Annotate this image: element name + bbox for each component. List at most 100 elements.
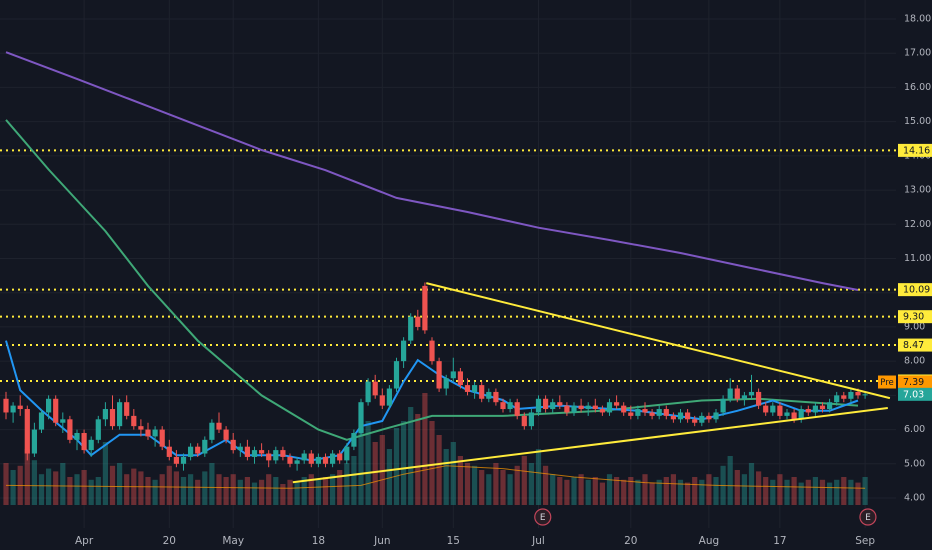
volume-bar	[88, 479, 94, 505]
volume-bar	[46, 468, 52, 505]
volume-bar	[685, 482, 691, 505]
candle-body	[862, 394, 868, 396]
volume-bar	[152, 479, 158, 505]
volume-bar	[124, 474, 130, 505]
volume-bar	[372, 442, 378, 505]
volume-bar	[528, 463, 534, 505]
level-label: 9.30	[903, 312, 924, 323]
candle-body	[180, 456, 187, 464]
moving-average-line	[5, 119, 859, 441]
candle-body	[699, 415, 705, 423]
volume-bar	[330, 474, 336, 505]
candle-body	[720, 398, 726, 413]
candle-body	[798, 409, 804, 420]
candle-body	[81, 432, 87, 451]
volume-bar	[408, 407, 414, 505]
candle-body	[500, 402, 506, 410]
candle-body	[60, 419, 66, 423]
candle-body	[685, 412, 691, 420]
volume-bar	[521, 456, 527, 505]
volume-bar	[635, 479, 641, 505]
volume-bar	[741, 474, 747, 505]
volume-bar	[401, 421, 407, 505]
volume-bar	[223, 477, 229, 505]
candle-body	[550, 402, 556, 410]
candle-body	[102, 409, 108, 420]
x-tick-label: 20	[624, 535, 637, 547]
candle-body	[599, 409, 605, 413]
volume-bar	[117, 463, 123, 505]
y-tick-label: 4.00	[904, 493, 925, 504]
volume-bar	[457, 456, 463, 505]
volume-bar	[280, 484, 286, 505]
candle-body	[109, 409, 116, 427]
candle-body	[514, 402, 520, 416]
candle-body	[67, 419, 73, 440]
volume-bar	[770, 479, 776, 505]
candle-body	[401, 340, 407, 362]
volume-bar	[81, 470, 87, 505]
candle-body	[209, 422, 215, 440]
candle-body	[848, 391, 854, 399]
volume-bar	[663, 477, 669, 505]
candle-body	[812, 405, 818, 413]
candle-body	[308, 453, 314, 464]
candle-body	[322, 456, 329, 464]
earnings-label: E	[865, 513, 871, 523]
candle-body	[635, 409, 641, 416]
candle-body	[17, 405, 23, 410]
last-price-box	[898, 387, 932, 401]
x-tick-label: 18	[312, 535, 325, 547]
volume-bar	[308, 474, 314, 505]
candle-body	[528, 412, 534, 427]
earnings-marker	[859, 508, 877, 526]
volume-bar	[195, 479, 201, 505]
candle-body	[53, 398, 59, 423]
y-tick-label: 17.00	[904, 48, 931, 59]
level-box	[898, 143, 932, 157]
x-tick-label: 17	[773, 535, 786, 547]
y-tick-label: 16.00	[904, 82, 931, 93]
candle-body	[3, 398, 9, 413]
volume-bar	[628, 477, 634, 505]
y-tick-label: 5.00	[904, 458, 925, 469]
premarket-tag	[878, 375, 896, 389]
candle-body	[628, 412, 634, 416]
candle-body	[791, 412, 797, 420]
volume-bar	[166, 465, 172, 505]
candle-body	[450, 371, 456, 379]
volume-bar	[862, 477, 868, 505]
volume-bar	[805, 479, 811, 505]
volume-bar	[351, 456, 357, 505]
candle-body	[486, 391, 492, 399]
candle-body	[777, 405, 783, 416]
volume-bar	[386, 449, 392, 505]
volume-bar	[237, 479, 243, 505]
candle-body	[124, 402, 130, 416]
volume-bar	[266, 474, 272, 505]
candle-body	[145, 429, 151, 437]
candle-body	[564, 405, 570, 413]
candle-body	[493, 391, 499, 403]
plot-area: E E Pre	[0, 0, 896, 528]
volume-bar	[24, 449, 30, 505]
candle-body	[337, 453, 343, 461]
candle-body	[741, 395, 747, 399]
candle-body	[10, 405, 16, 413]
volume-bar	[479, 470, 485, 505]
candle-body	[784, 412, 790, 416]
volume-bar	[550, 474, 556, 505]
volume-bar	[337, 470, 343, 505]
candle-body	[706, 415, 712, 420]
volume-bar	[784, 479, 790, 505]
axis-area: 4.005.006.007.008.009.0010.0011.0012.001…	[75, 14, 932, 547]
premarket-box	[898, 375, 932, 389]
candle-body	[166, 446, 172, 457]
volume-bar	[748, 463, 755, 505]
volume-bar	[621, 479, 627, 505]
candle-body	[855, 391, 861, 396]
x-tick-label: Apr	[75, 535, 94, 547]
candle-body	[315, 456, 321, 464]
volume-bar	[365, 421, 371, 505]
